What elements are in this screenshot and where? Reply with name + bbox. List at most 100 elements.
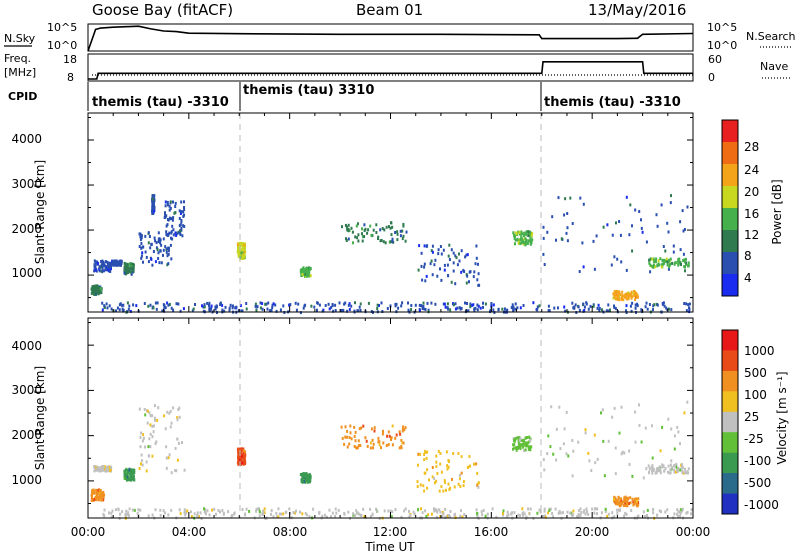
power-point xyxy=(384,241,387,245)
power-point xyxy=(665,257,668,261)
velocity-point xyxy=(679,511,682,515)
power-point xyxy=(630,296,633,300)
velocity-point xyxy=(681,509,684,513)
power-point xyxy=(228,306,231,310)
power-point xyxy=(158,261,161,265)
velocity-point xyxy=(417,463,419,467)
velocity-point xyxy=(154,418,156,422)
power-point xyxy=(101,269,104,272)
power-point xyxy=(625,292,628,296)
power-point xyxy=(515,232,518,236)
velocity-point xyxy=(371,513,374,517)
power-point xyxy=(472,303,475,307)
power-point xyxy=(682,259,685,262)
power-point xyxy=(417,268,420,272)
power-point xyxy=(168,302,171,306)
power-point xyxy=(352,241,354,245)
power-point xyxy=(448,243,451,247)
velocity-point xyxy=(666,508,669,512)
velocity-point xyxy=(236,461,239,465)
velocity-point xyxy=(543,509,546,513)
power-point xyxy=(395,302,398,306)
velocity-point xyxy=(629,501,632,505)
velocity-point xyxy=(147,445,150,449)
power-point xyxy=(370,233,373,237)
power-point xyxy=(377,237,379,240)
velocity-point xyxy=(364,436,367,440)
noise-search-label: N.Search xyxy=(746,30,796,43)
power-point xyxy=(682,252,685,256)
power-point xyxy=(172,200,174,204)
velocity-point xyxy=(614,496,617,500)
power-point xyxy=(166,247,169,251)
power-point xyxy=(147,304,150,308)
power-point xyxy=(627,291,630,295)
power-point xyxy=(425,274,428,278)
velocity-point xyxy=(669,468,672,471)
power-point xyxy=(96,284,99,288)
velocity-point xyxy=(125,476,128,480)
velocity-point xyxy=(519,514,521,517)
power-point xyxy=(551,215,554,219)
power-point xyxy=(106,260,109,264)
power-point xyxy=(380,301,383,305)
velocity-point xyxy=(96,496,99,500)
power-point xyxy=(160,261,163,265)
power-point xyxy=(477,272,480,276)
velocity-point xyxy=(183,511,186,515)
velocity-point xyxy=(301,475,304,479)
velocity-point xyxy=(555,427,558,431)
power-point xyxy=(120,260,123,264)
velocity-point xyxy=(164,427,167,431)
power-point xyxy=(656,303,659,307)
power-point xyxy=(157,257,160,260)
power-point xyxy=(99,286,102,290)
power-point xyxy=(361,227,363,231)
power-point xyxy=(175,302,178,306)
power-point xyxy=(168,216,171,220)
power-point xyxy=(126,262,129,266)
power-point xyxy=(610,263,613,267)
power-point xyxy=(439,245,442,248)
velocity-point xyxy=(673,512,676,516)
power-point xyxy=(628,292,631,296)
power-point xyxy=(555,238,557,242)
power-point xyxy=(518,238,521,242)
velocity-point xyxy=(159,513,162,517)
power-point xyxy=(634,306,637,310)
power-point xyxy=(424,279,427,283)
power-point xyxy=(616,297,619,301)
velocity-point xyxy=(546,452,549,456)
power-point xyxy=(342,308,345,312)
power-point xyxy=(101,263,104,267)
velocity-point xyxy=(237,454,240,458)
velocity-point xyxy=(462,480,465,483)
power-point xyxy=(210,307,213,311)
velocity-point xyxy=(344,425,347,429)
velocity-point xyxy=(461,515,464,519)
velocity-point xyxy=(306,478,309,482)
velocity-ytick-2000: 2000 xyxy=(11,428,42,442)
velocity-point xyxy=(204,510,207,514)
power-point xyxy=(401,237,404,241)
velocity-point xyxy=(378,443,381,447)
power-point xyxy=(321,309,324,313)
power-point xyxy=(107,268,110,272)
power-point xyxy=(301,270,304,274)
power-point xyxy=(660,265,663,269)
velocity-point xyxy=(394,508,397,512)
power-point xyxy=(105,302,108,306)
power-point xyxy=(579,196,582,200)
power-point xyxy=(618,298,621,302)
power-point xyxy=(239,304,242,308)
power-point xyxy=(121,304,124,308)
power-point xyxy=(503,307,506,311)
power-point xyxy=(407,301,409,305)
power-point xyxy=(169,200,172,204)
velocity-point xyxy=(196,511,199,515)
power-point xyxy=(97,285,100,289)
velocity-point xyxy=(258,510,261,514)
velocity-point xyxy=(645,467,648,471)
velocity-point xyxy=(620,405,623,409)
velocity-point xyxy=(664,467,667,470)
